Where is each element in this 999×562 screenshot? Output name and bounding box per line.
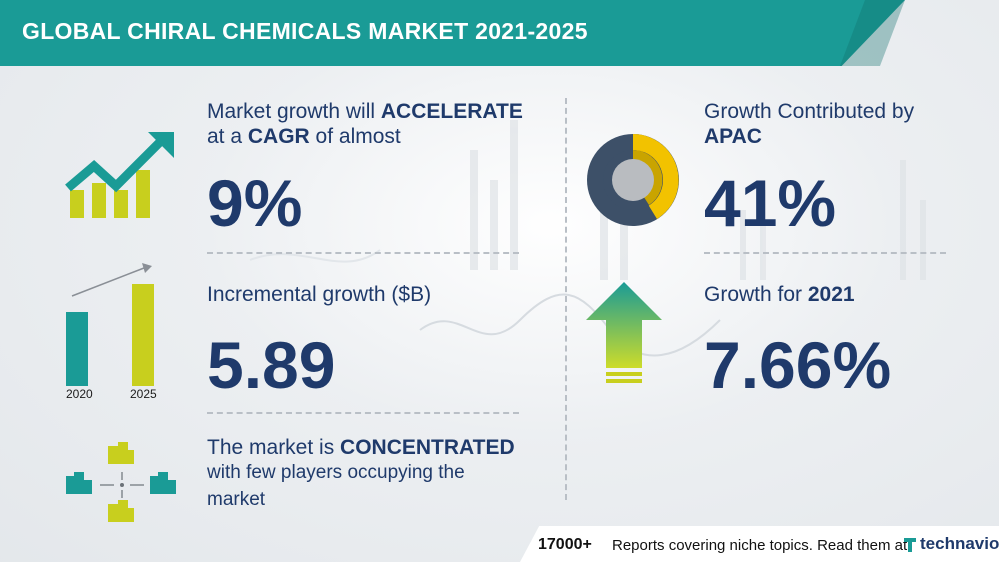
- buildings-icon: [66, 442, 176, 522]
- footer-text: Reports covering niche topics. Read them…: [612, 537, 908, 554]
- region-label-line2: APAC: [704, 125, 762, 148]
- page-title: GLOBAL CHIRAL CHEMICALS MARKET 2021-2025: [22, 18, 588, 44]
- incremental-label: Incremental growth ($B): [207, 283, 432, 306]
- cagr-label-line1: Market growth will ACCELERATE: [207, 100, 523, 123]
- bar-year-2020: 2020: [66, 387, 93, 401]
- footer-report-count: 17000+: [538, 536, 592, 553]
- yoy-value: 7.66%: [704, 328, 892, 402]
- region-label-line1: Growth Contributed by: [704, 100, 915, 123]
- incremental-bars-icon: [66, 263, 154, 386]
- cagr-label-line2: at a CAGR of almost: [207, 125, 401, 148]
- divider-left-2: [207, 412, 519, 414]
- technavio-logo-icon[interactable]: [902, 536, 918, 554]
- up-arrow-icon: [586, 282, 662, 383]
- footer-bar: [520, 526, 999, 562]
- concentration-line1: The market is CONCENTRATED: [207, 436, 515, 459]
- yoy-label: Growth for 2021: [704, 283, 855, 306]
- incremental-value: 5.89: [207, 328, 336, 402]
- bar-year-2025: 2025: [130, 387, 157, 401]
- concentration-line2: with few players occupying the: [207, 462, 465, 483]
- region-value: 41%: [704, 166, 837, 240]
- concentration-line3: market: [207, 489, 266, 510]
- donut-chart-icon: [587, 134, 679, 226]
- title-banner: [0, 0, 905, 66]
- divider-right-1: [704, 252, 946, 254]
- center-divider: [565, 98, 567, 500]
- growth-chart-icon: [65, 132, 174, 218]
- divider-left-1: [207, 252, 519, 254]
- technavio-logo[interactable]: technavio: [920, 534, 999, 553]
- cagr-value: 9%: [207, 166, 303, 240]
